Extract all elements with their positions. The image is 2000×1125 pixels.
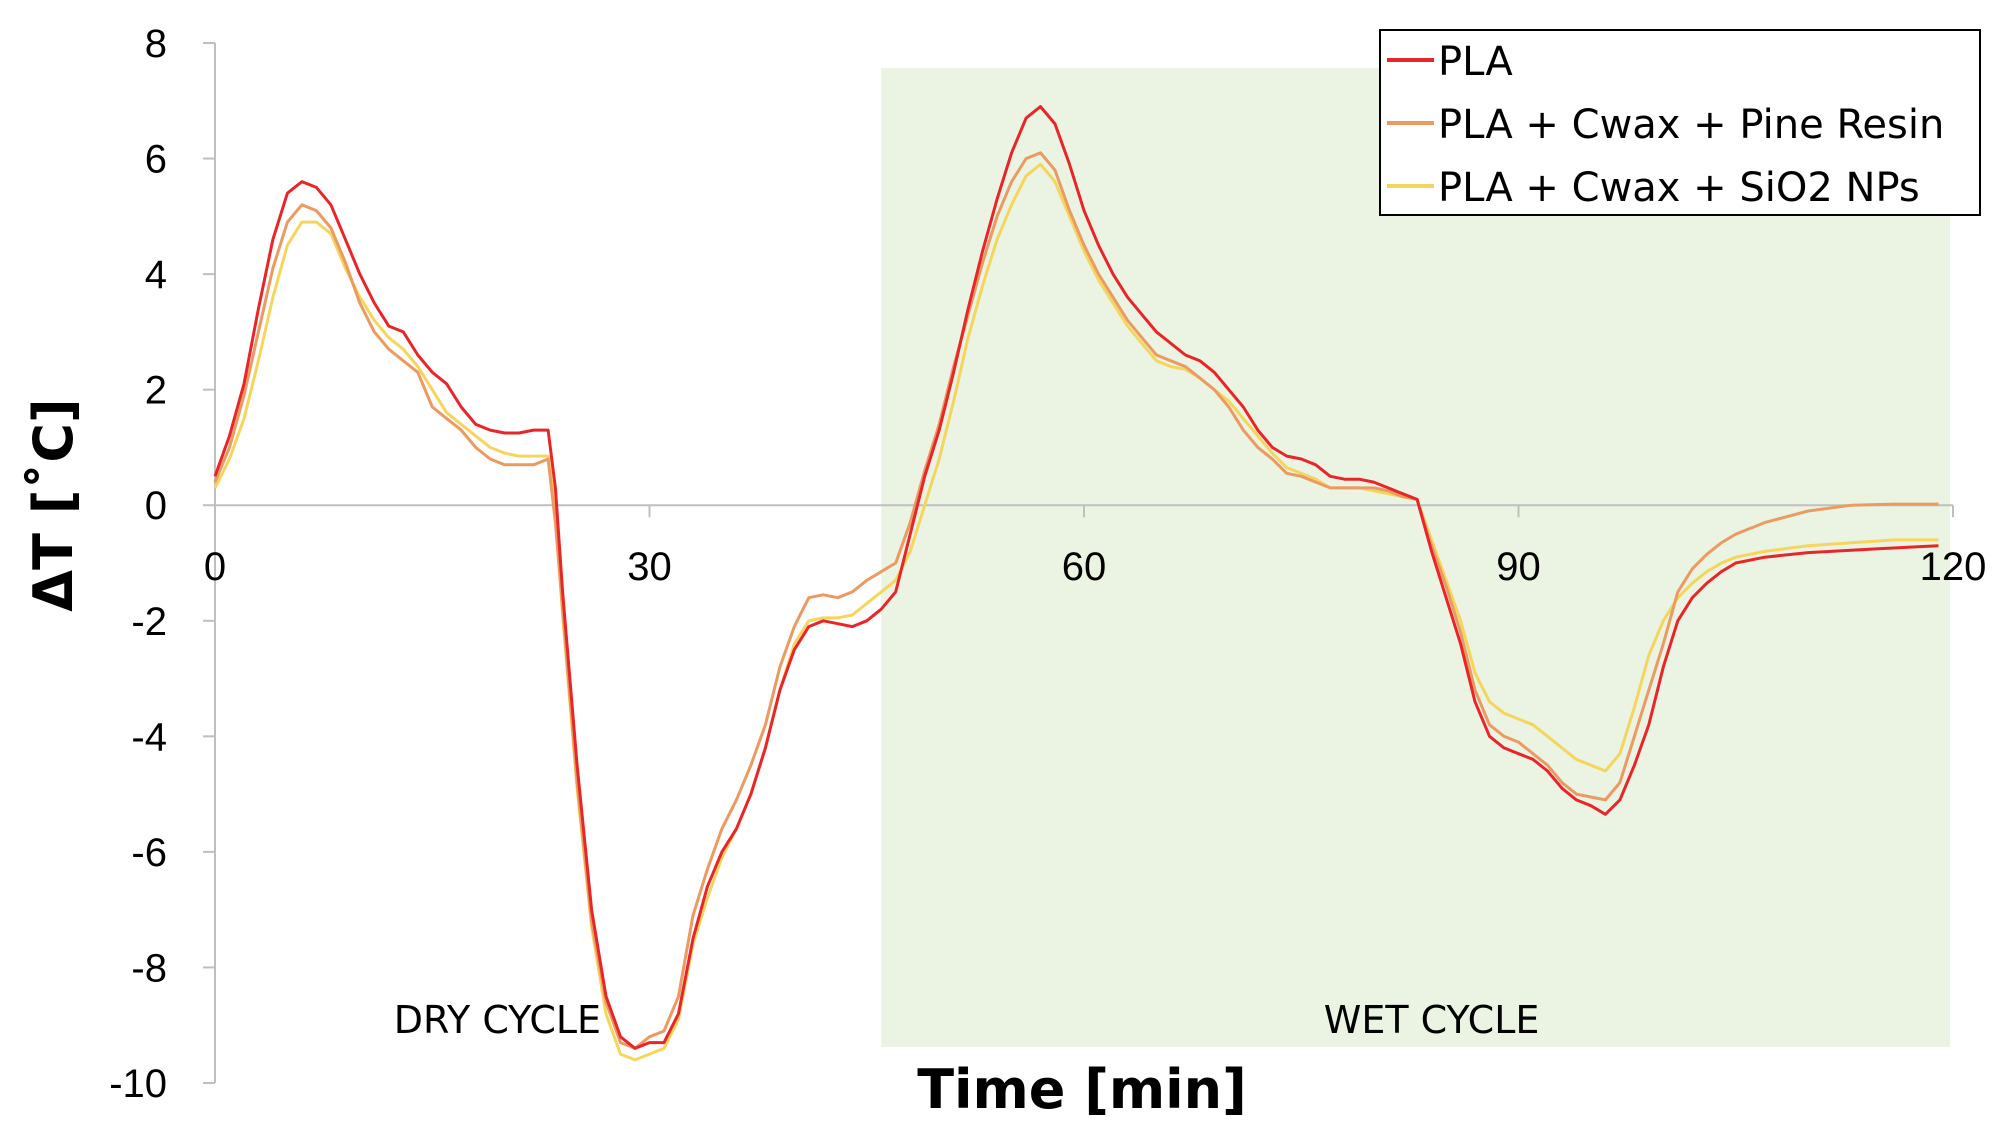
x-tick-label: 120 xyxy=(1920,545,1987,589)
series-line-3 xyxy=(213,162,1939,1062)
series-line-2 xyxy=(213,151,1939,1050)
annotations: DRY CYCLE WET CYCLE xyxy=(394,998,1540,1042)
legend: PLA PLA + Cwax + Pine Resin PLA + Cwax + S… xyxy=(1379,29,1981,216)
x-tick-label: 0 xyxy=(204,545,226,589)
series-line-1 xyxy=(213,105,1939,1050)
y-tick-label: -2 xyxy=(131,600,167,644)
y-tick-label: 0 xyxy=(145,484,167,528)
y-tick-label: -10 xyxy=(109,1062,167,1106)
y-tick-label: 8 xyxy=(145,22,167,66)
x-tick-label: 30 xyxy=(627,545,672,589)
x-tick-label: 60 xyxy=(1062,545,1107,589)
legend-label-2: PLA + Cwax + Pine Resin xyxy=(1438,102,1944,148)
y-tick-label: -8 xyxy=(131,946,167,990)
wet-cycle-label: WET CYCLE xyxy=(1324,998,1540,1042)
x-tick-label: 90 xyxy=(1496,545,1541,589)
x-axis-ticks: 0 30 60 90 120 xyxy=(204,505,1987,589)
dry-cycle-label: DRY CYCLE xyxy=(394,998,601,1042)
y-tick-label: 4 xyxy=(145,253,167,297)
axes: -10 -8 -6 -4 -2 0 2 4 6 8 0 30 60 90 120 xyxy=(109,22,1986,1106)
y-tick-label: 6 xyxy=(145,138,167,182)
y-tick-label: -6 xyxy=(131,831,167,875)
x-axis-title: Time [min] xyxy=(917,1058,1247,1121)
y-axis-ticks: -10 -8 -6 -4 -2 0 2 4 6 8 xyxy=(109,22,215,1106)
y-tick-label: 2 xyxy=(145,369,167,413)
series-lines xyxy=(213,105,1939,1062)
legend-label-1: PLA xyxy=(1438,39,1513,85)
y-tick-label: -4 xyxy=(131,715,167,759)
y-axis-title: ΔT [˚C] xyxy=(22,398,85,611)
legend-box xyxy=(1379,29,1981,216)
legend-label-3: PLA + Cwax + SiO2 NPs xyxy=(1438,165,1920,211)
